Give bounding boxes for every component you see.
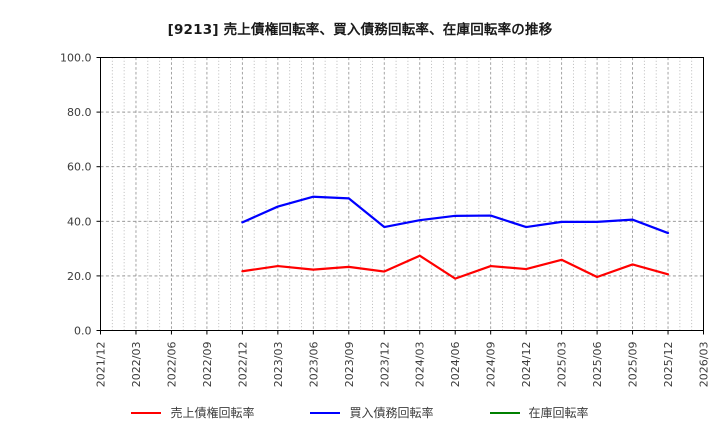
x-axis-tick-labels: 2021/12 2022/03 2022/06 2022/09 2022/12 2023/… [95, 330, 711, 388]
legend-item-label: 売上債権回転率 [170, 406, 255, 420]
svg-text:60.0: 60.0 [67, 161, 92, 174]
svg-text:2026/03: 2026/03 [698, 342, 711, 388]
svg-text:2025/03: 2025/03 [556, 342, 569, 388]
svg-text:2022/03: 2022/03 [130, 342, 143, 388]
svg-text:2021/12: 2021/12 [95, 342, 108, 388]
svg-text:0.0: 0.0 [74, 325, 92, 338]
svg-text:2024/12: 2024/12 [520, 342, 533, 388]
y-axis-tick-labels: 0.0 20.0 40.0 60.0 80.0 100.0 [60, 52, 101, 338]
axis-frame [100, 57, 704, 331]
svg-text:2025/09: 2025/09 [627, 342, 640, 388]
svg-text:100.0: 100.0 [60, 52, 92, 65]
svg-text:2024/03: 2024/03 [414, 342, 427, 388]
svg-text:20.0: 20.0 [67, 270, 92, 283]
svg-text:2022/06: 2022/06 [165, 342, 178, 388]
data-series-lines [241, 195, 670, 280]
svg-text:2023/03: 2023/03 [272, 342, 285, 388]
svg-text:2025/12: 2025/12 [662, 342, 675, 388]
series-line-1 [241, 195, 670, 235]
legend-item-1[interactable]: 買入債務回転率 [310, 404, 434, 421]
legend-item-label: 在庫回転率 [528, 406, 589, 420]
chart-legend: 売上債権回転率 買入債務回転率 在庫回転率 [0, 404, 720, 421]
svg-text:40.0: 40.0 [67, 215, 92, 228]
svg-text:2024/09: 2024/09 [485, 342, 498, 388]
legend-color-swatch-icon [131, 411, 162, 414]
major-y-gridlines [100, 111, 704, 277]
svg-text:2022/09: 2022/09 [201, 342, 214, 388]
minor-gridlines [111, 57, 693, 331]
svg-text:2025/06: 2025/06 [591, 342, 604, 388]
chart-title: [9213] 売上債権回転率、買入債務回転率、在庫回転率の推移 [167, 22, 553, 38]
legend-item-0[interactable]: 売上債権回転率 [131, 404, 254, 421]
legend-item-2[interactable]: 在庫回転率 [489, 404, 589, 421]
major-x-gridlines [135, 57, 669, 331]
series-line-0 [241, 254, 670, 280]
legend-color-swatch-icon [310, 411, 341, 414]
svg-text:2023/09: 2023/09 [343, 342, 356, 388]
legend-item-label: 買入債務回転率 [349, 406, 434, 420]
svg-text:2023/12: 2023/12 [378, 342, 391, 388]
legend-color-swatch-icon [489, 411, 520, 414]
svg-text:2022/12: 2022/12 [236, 342, 249, 388]
svg-text:2023/06: 2023/06 [307, 342, 320, 388]
svg-text:2024/06: 2024/06 [449, 342, 462, 388]
svg-text:80.0: 80.0 [67, 106, 92, 119]
